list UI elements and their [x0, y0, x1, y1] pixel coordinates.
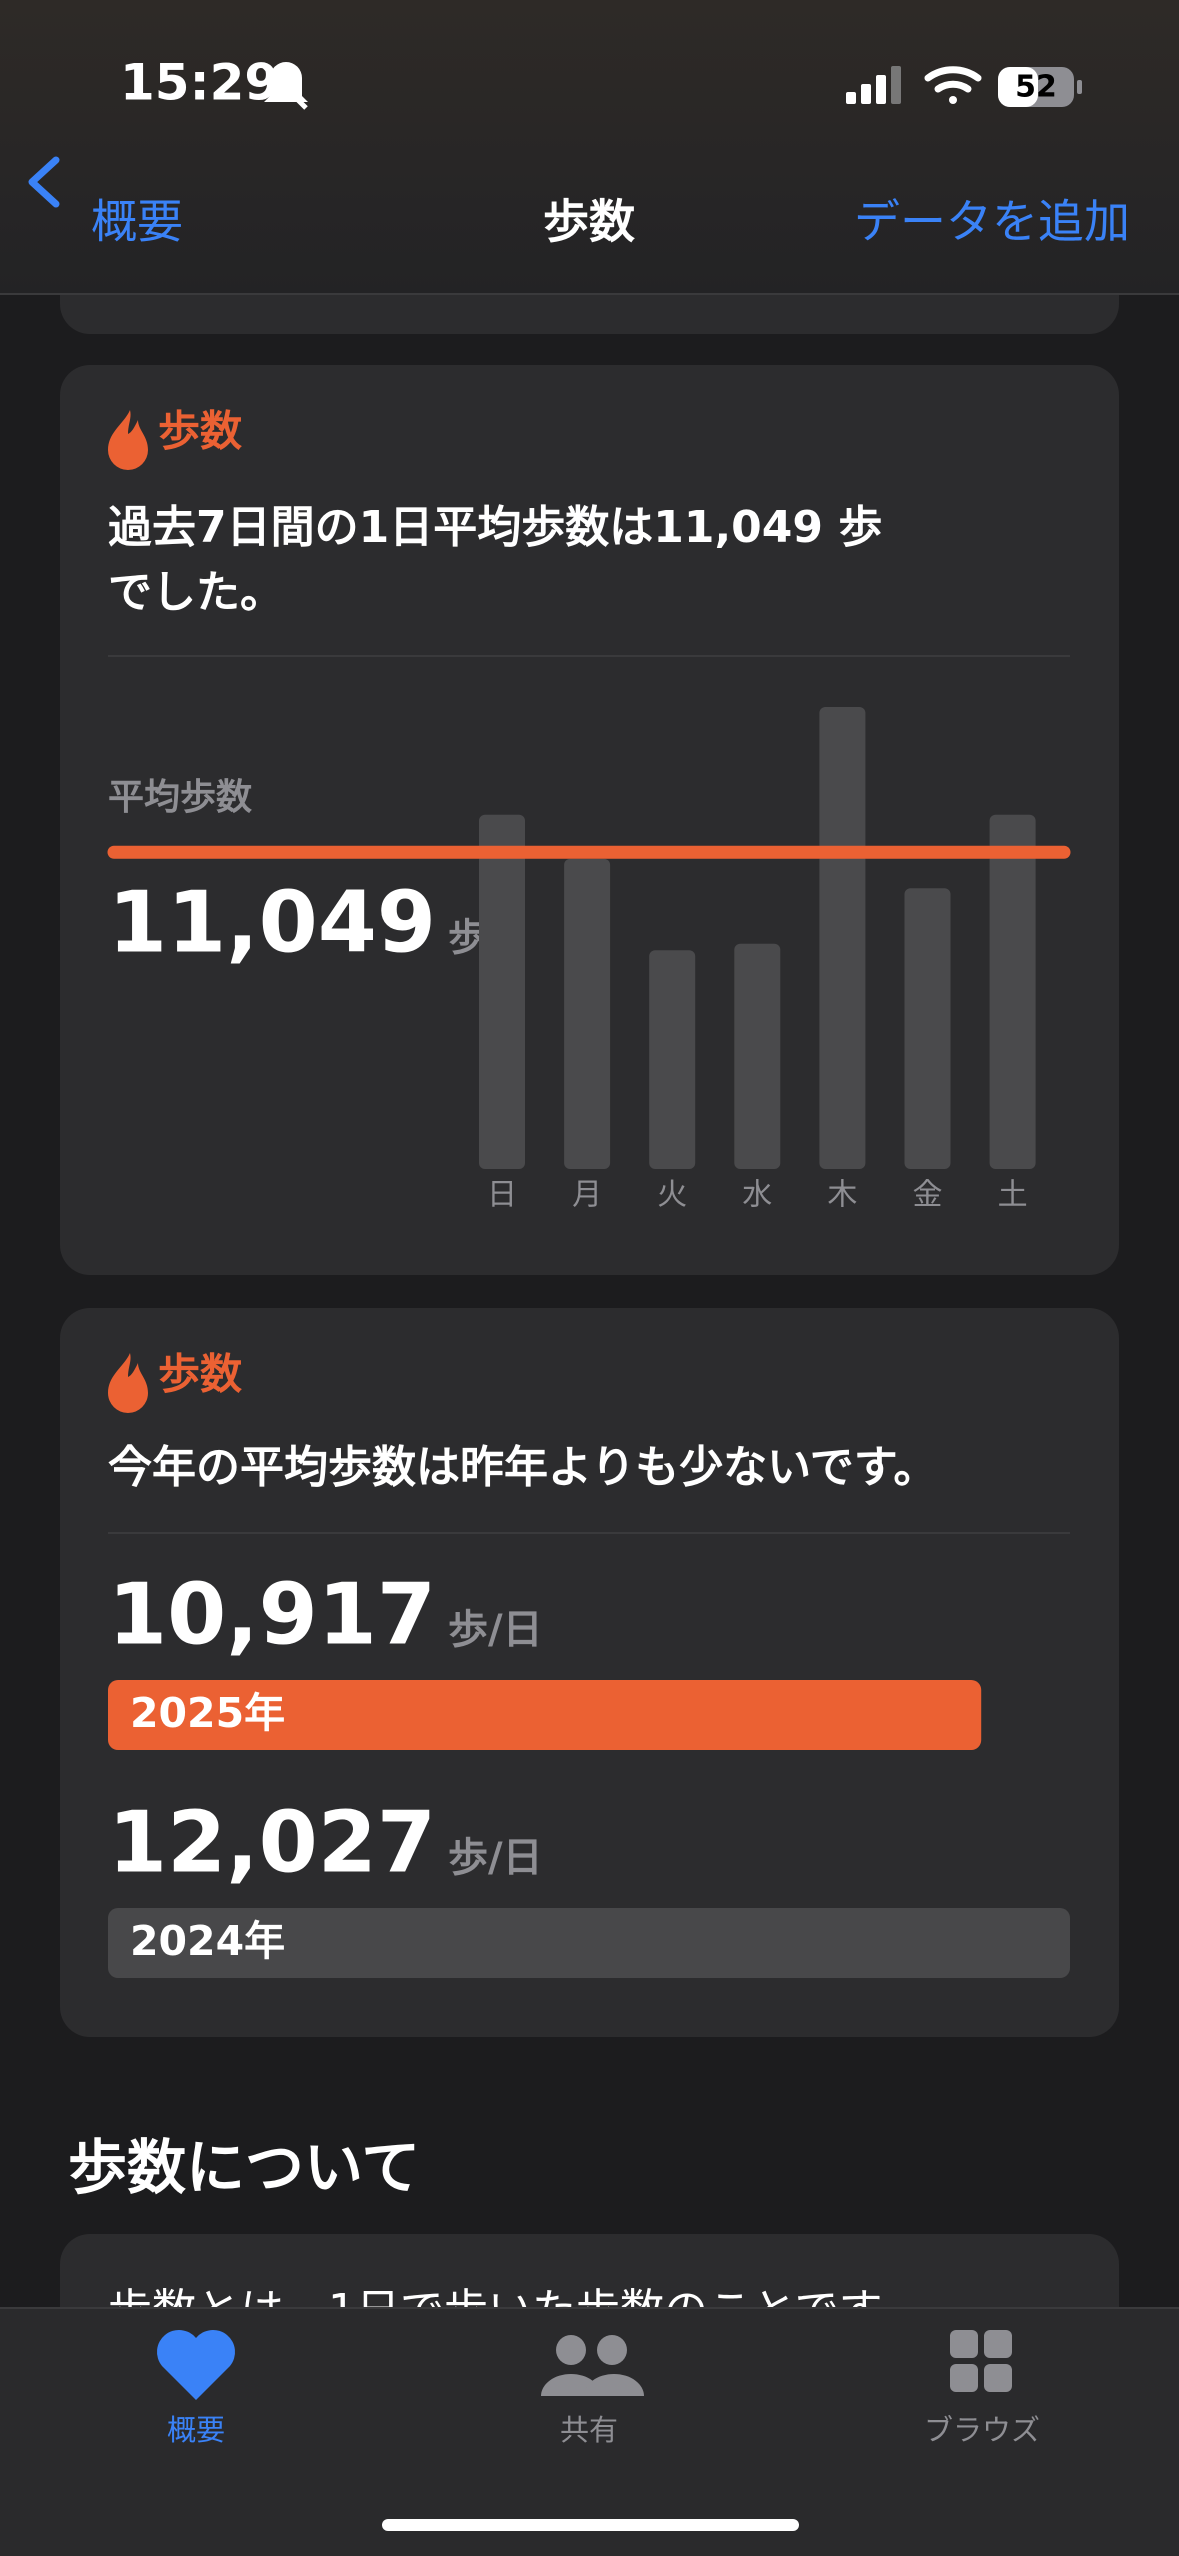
back-chevron[interactable] [28, 156, 60, 208]
headline: でした。 [108, 567, 284, 618]
bar [989, 814, 1036, 1169]
back-button[interactable]: 概要 [91, 195, 183, 249]
wifi-icon [924, 66, 982, 104]
status-time: 15:29 [120, 54, 279, 112]
x-tick-label: 火 [657, 1178, 687, 1213]
battery-level: 52 [1015, 70, 1057, 105]
headline: 今年の平均歩数は昨年よりも少ないです。 [108, 1442, 937, 1493]
flame-icon [108, 410, 148, 470]
x-tick-label: 金 [913, 1178, 943, 1213]
bar [734, 943, 781, 1169]
bar-chart: 日月火水木金土 [107, 707, 1071, 1213]
yearly-card [60, 1308, 1119, 2037]
battery-icon: 52 [998, 67, 1082, 107]
bar [819, 707, 866, 1169]
x-tick-label: 月 [572, 1178, 602, 1213]
x-tick-label: 土 [998, 1178, 1028, 1213]
header-background [0, 0, 1179, 294]
tab-icon-sharing[interactable] [541, 2335, 644, 2396]
bar [649, 950, 696, 1169]
signal-icon [846, 66, 901, 104]
home-indicator [382, 2519, 799, 2531]
year-label: 2024年 [130, 1917, 285, 1965]
x-tick-label: 木 [827, 1178, 857, 1213]
tab-labels: 概要 共有 ブラウズ [167, 2413, 1040, 2447]
value-label: 12,027 [108, 1793, 436, 1892]
year-label: 2025年 [130, 1689, 285, 1737]
bar [564, 858, 611, 1169]
value-unit: 歩/日 [448, 1607, 543, 1653]
headline: 過去7日間の1日平均歩数は11,049 歩 [108, 502, 882, 553]
x-tick-label: 水 [742, 1178, 772, 1213]
bar [479, 814, 525, 1169]
tab-label[interactable]: 共有 [560, 2413, 618, 2447]
tab-icon-browse[interactable] [950, 2330, 1012, 2392]
tab-label[interactable]: ブラウズ [924, 2413, 1040, 2447]
year-bar [108, 1680, 982, 1750]
tab-icon-summary[interactable] [156, 2329, 236, 2400]
average-caption: 平均歩数 [108, 777, 252, 818]
mute-icon [262, 62, 308, 110]
section-title: 歩数について [68, 2133, 420, 2202]
value-label: 10,917 [108, 1565, 436, 1664]
year-bar [108, 1908, 1070, 1978]
x-tick-label: 日 [487, 1178, 517, 1213]
value-unit: 歩/日 [448, 1835, 543, 1881]
bar [904, 888, 951, 1169]
year-comparison: 10,917 歩/日 2025年 12,027 歩/日 2024年 [108, 1565, 1070, 1978]
card-tag: 歩数 [158, 407, 242, 456]
tab-label[interactable]: 概要 [167, 2413, 225, 2447]
nav-title: 歩数 [543, 195, 635, 249]
flame-icon [108, 1353, 148, 1413]
average-value: 11,049 [108, 873, 436, 972]
add-data-button[interactable]: データを追加 [854, 195, 1130, 249]
card-tag: 歩数 [158, 1350, 242, 1399]
